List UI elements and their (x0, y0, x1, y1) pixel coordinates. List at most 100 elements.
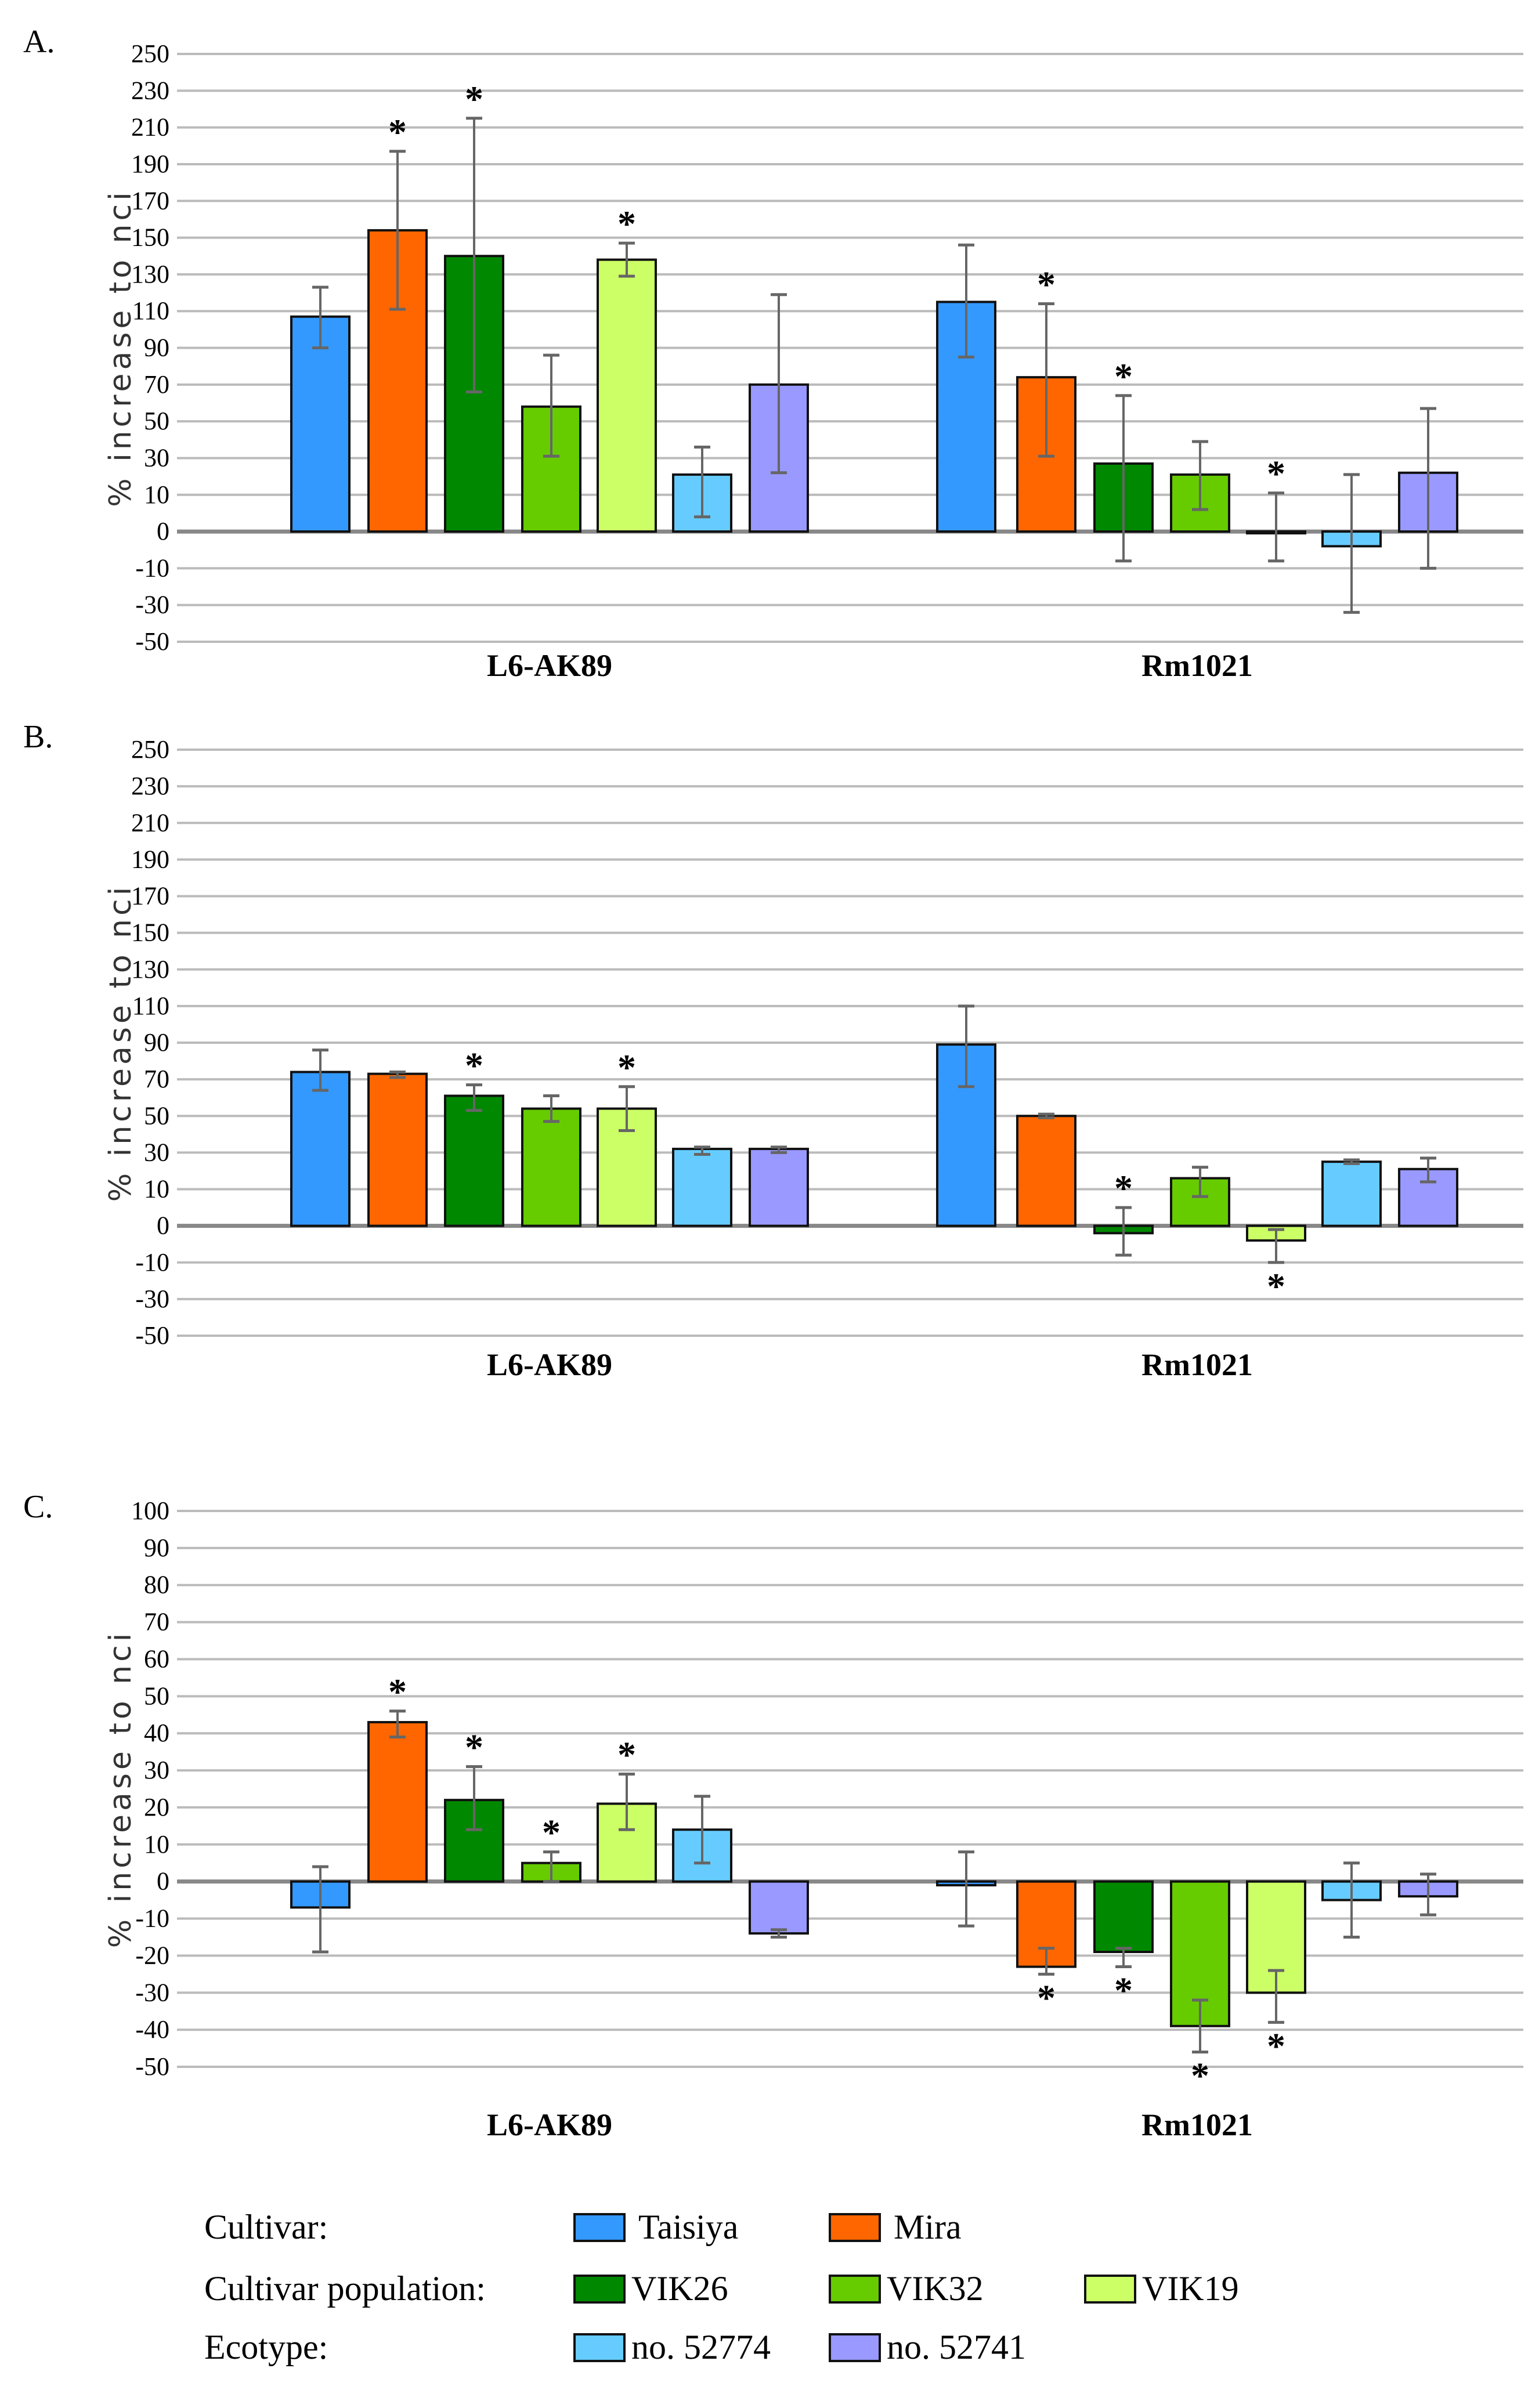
legend-swatch (573, 2333, 626, 2362)
legend-item-label: no. 52774 (631, 2328, 771, 2366)
bar (936, 1043, 996, 1227)
y-tick-label: 70 (144, 1065, 169, 1093)
bar (290, 315, 351, 533)
bar (367, 1072, 428, 1227)
significance-asterisk: * (1114, 1970, 1133, 2011)
significance-asterisk: * (617, 1734, 636, 1775)
significance-asterisk: * (465, 1727, 483, 1768)
legend-group-label: Cultivar population: (204, 2269, 486, 2308)
significance-asterisk: * (542, 1812, 561, 1853)
y-tick-label: 50 (144, 1101, 169, 1130)
significance-asterisk: * (1267, 2025, 1285, 2066)
y-tick-label: 30 (144, 443, 169, 472)
panel-b: B. 250 230 210 190 170 150 130 110 90 70 50 30 10 0 -10… (23, 719, 1523, 1382)
bar (1093, 1880, 1154, 1954)
legend-group-label: Ecotype: (204, 2328, 328, 2366)
y-tick-label: 90 (144, 1534, 169, 1562)
panel-label: A. (23, 24, 55, 60)
y-tick-label: 210 (131, 113, 169, 142)
y-tick-label: 190 (131, 845, 169, 873)
y-tick-label: 10 (144, 1830, 169, 1859)
significance-asterisk: * (465, 78, 483, 120)
significance-asterisk: * (388, 1671, 407, 1712)
y-tick-label: 90 (144, 1028, 169, 1057)
bar (444, 1094, 504, 1227)
y-axis-label: % increase to nci (103, 189, 138, 507)
y-tick-label: -30 (135, 591, 169, 619)
significance-asterisk: * (1037, 264, 1056, 305)
x-category-label: L6-AK89 (487, 2107, 612, 2142)
legend-swatch (1084, 2275, 1136, 2304)
x-category-label: Rm1021 (1141, 2107, 1253, 2142)
significance-asterisk: * (465, 1045, 483, 1086)
significance-asterisk: * (388, 111, 407, 153)
y-tick-label: -50 (135, 2052, 169, 2081)
y-tick-label: 10 (144, 1175, 169, 1203)
y-tick-label: 230 (131, 76, 169, 104)
legend-item-label: Mira (894, 2208, 962, 2246)
y-tick-label: -10 (135, 554, 169, 582)
y-tick-label: 10 (144, 480, 169, 509)
legend-item-label: no. 52741 (887, 2328, 1026, 2366)
bar (290, 1071, 351, 1227)
y-tick-label: 150 (131, 919, 169, 947)
y-tick-label: 110 (132, 992, 169, 1020)
y-tick-label: -30 (135, 1978, 169, 2006)
significance-asterisk: * (1267, 1266, 1285, 1307)
y-tick-label: -10 (135, 1904, 169, 1933)
bar (672, 1148, 732, 1227)
y-tick-label: 110 (132, 297, 169, 325)
y-tick-label: 50 (144, 407, 169, 435)
y-tick-label: 90 (144, 334, 169, 362)
y-tick-label: -30 (135, 1285, 169, 1313)
legend-group-label: Cultivar: (204, 2208, 328, 2246)
y-tick-label: -50 (135, 627, 169, 656)
legend-item-label: VIK32 (887, 2269, 984, 2308)
x-category-label: Rm1021 (1141, 1347, 1253, 1382)
y-tick-label: 150 (131, 223, 169, 252)
legend-swatch (829, 2333, 881, 2362)
x-category-label: L6-AK89 (487, 648, 612, 683)
bar (749, 1880, 809, 1935)
y-tick-label: -40 (135, 2015, 169, 2044)
legend-item-label: VIK19 (1142, 2269, 1239, 2308)
y-tick-label: 210 (131, 808, 169, 837)
y-tick-label: 0 (157, 517, 169, 545)
legend-swatch (829, 2275, 881, 2304)
bar (1321, 1160, 1382, 1227)
y-tick-label: 0 (157, 1212, 169, 1240)
bar (1016, 1115, 1076, 1227)
panel-label: B. (23, 719, 53, 755)
y-tick-label: 170 (131, 186, 169, 215)
y-tick-label: -10 (135, 1248, 169, 1277)
significance-asterisk: * (617, 203, 636, 244)
y-axis-label: % increase to nci (103, 884, 138, 1202)
bar (597, 258, 657, 533)
bar (749, 1148, 809, 1227)
y-tick-label: 230 (131, 772, 169, 800)
significance-asterisk: * (1037, 1977, 1056, 2018)
significance-asterisk: * (1191, 2055, 1209, 2096)
y-tick-label: 60 (144, 1644, 169, 1673)
legend-item-label: Taisiya (638, 2208, 738, 2246)
legend: Cultivar: Taisiya Mira Cultivar population:… (204, 2208, 1239, 2366)
y-tick-label: 40 (144, 1719, 169, 1747)
significance-asterisk: * (1267, 453, 1285, 494)
significance-asterisk: * (1114, 1167, 1133, 1209)
y-tick-label: 20 (144, 1793, 169, 1821)
y-tick-label: 250 (131, 735, 169, 764)
y-tick-label: 70 (144, 370, 169, 399)
bar (521, 1107, 581, 1227)
x-category-label: Rm1021 (1141, 648, 1253, 683)
y-tick-label: 70 (144, 1608, 169, 1636)
y-tick-label: 100 (131, 1496, 169, 1525)
y-tick-label: -50 (135, 1321, 169, 1350)
y-tick-label: 0 (157, 1867, 169, 1896)
significance-asterisk: * (1114, 356, 1133, 397)
legend-swatch (829, 2213, 881, 2242)
significance-asterisk: * (617, 1047, 636, 1088)
legend-swatch (573, 2213, 626, 2242)
panel-a: A. 250 230 210 190 170 150 130 110 90 70 50 30 10 0 -10… (23, 24, 1523, 683)
y-tick-label: 130 (131, 260, 169, 288)
